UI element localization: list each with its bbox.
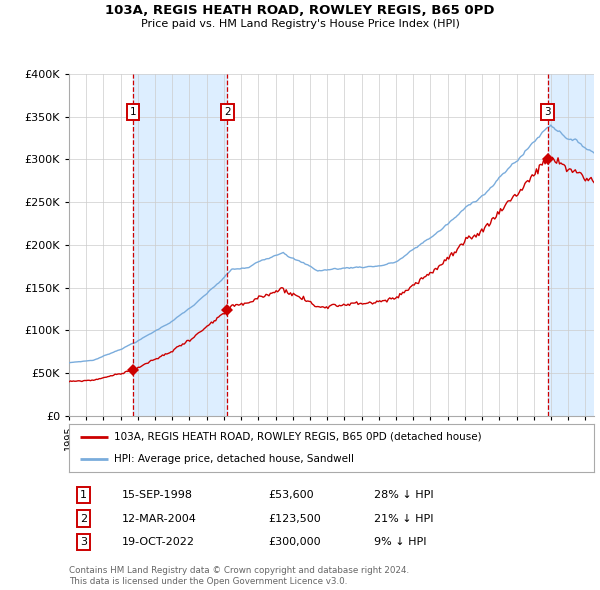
Text: 103A, REGIS HEATH ROAD, ROWLEY REGIS, B65 0PD (detached house): 103A, REGIS HEATH ROAD, ROWLEY REGIS, B6…: [113, 432, 481, 442]
Text: £300,000: £300,000: [269, 537, 321, 547]
Text: 1: 1: [80, 490, 87, 500]
Text: 15-SEP-1998: 15-SEP-1998: [121, 490, 193, 500]
Text: 19-OCT-2022: 19-OCT-2022: [121, 537, 194, 547]
Text: 12-MAR-2004: 12-MAR-2004: [121, 514, 196, 523]
Text: 3: 3: [544, 107, 551, 117]
Text: 1: 1: [130, 107, 136, 117]
Bar: [133, 74, 227, 416]
Text: £53,600: £53,600: [269, 490, 314, 500]
Text: 2: 2: [80, 514, 87, 523]
Text: £123,500: £123,500: [269, 514, 321, 523]
Text: HPI: Average price, detached house, Sandwell: HPI: Average price, detached house, Sand…: [113, 454, 353, 464]
Text: Price paid vs. HM Land Registry's House Price Index (HPI): Price paid vs. HM Land Registry's House …: [140, 19, 460, 29]
Bar: [548, 74, 594, 416]
Text: 28% ↓ HPI: 28% ↓ HPI: [373, 490, 433, 500]
Text: Contains HM Land Registry data © Crown copyright and database right 2024.
This d: Contains HM Land Registry data © Crown c…: [69, 566, 409, 586]
Text: 103A, REGIS HEATH ROAD, ROWLEY REGIS, B65 0PD: 103A, REGIS HEATH ROAD, ROWLEY REGIS, B6…: [105, 4, 495, 17]
Text: 9% ↓ HPI: 9% ↓ HPI: [373, 537, 426, 547]
Text: 3: 3: [80, 537, 87, 547]
Text: 21% ↓ HPI: 21% ↓ HPI: [373, 514, 433, 523]
Text: 2: 2: [224, 107, 230, 117]
